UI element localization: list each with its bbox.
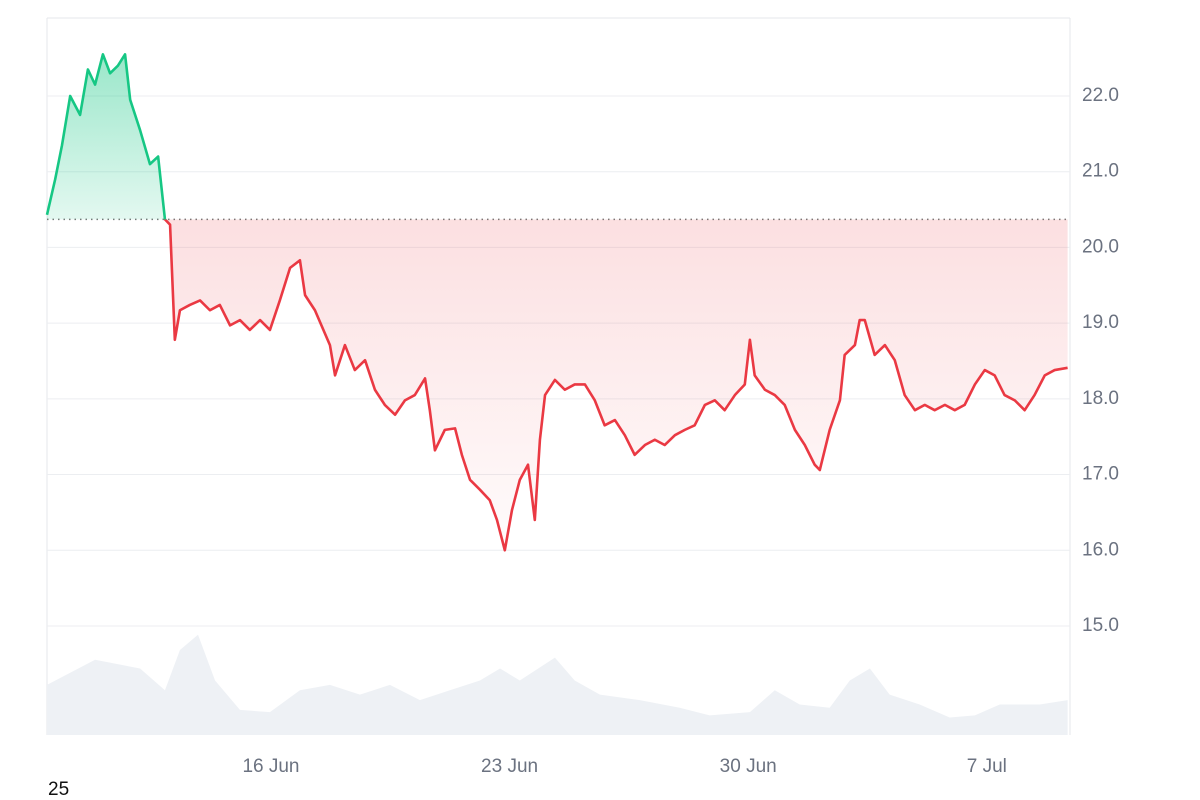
y-tick-label: 21.0 — [1082, 161, 1119, 182]
corner-label: 25 — [48, 779, 69, 800]
y-tick-label: 18.0 — [1082, 388, 1119, 409]
y-tick-label: 16.0 — [1082, 539, 1119, 560]
x-tick-label: 7 Jul — [967, 756, 1007, 777]
price-area — [47, 54, 1068, 551]
y-tick-label: 20.0 — [1082, 236, 1119, 257]
x-tick-label: 23 Jun — [481, 756, 538, 777]
volume-area — [47, 634, 1068, 735]
x-tick-label: 16 Jun — [242, 756, 299, 777]
y-tick-label: 15.0 — [1082, 615, 1119, 636]
y-tick-label: 22.0 — [1082, 85, 1119, 106]
price-line — [45, 53, 1068, 552]
x-tick-label: 30 Jun — [720, 756, 777, 777]
y-tick-label: 17.0 — [1082, 464, 1119, 485]
y-tick-label: 19.0 — [1082, 312, 1119, 333]
